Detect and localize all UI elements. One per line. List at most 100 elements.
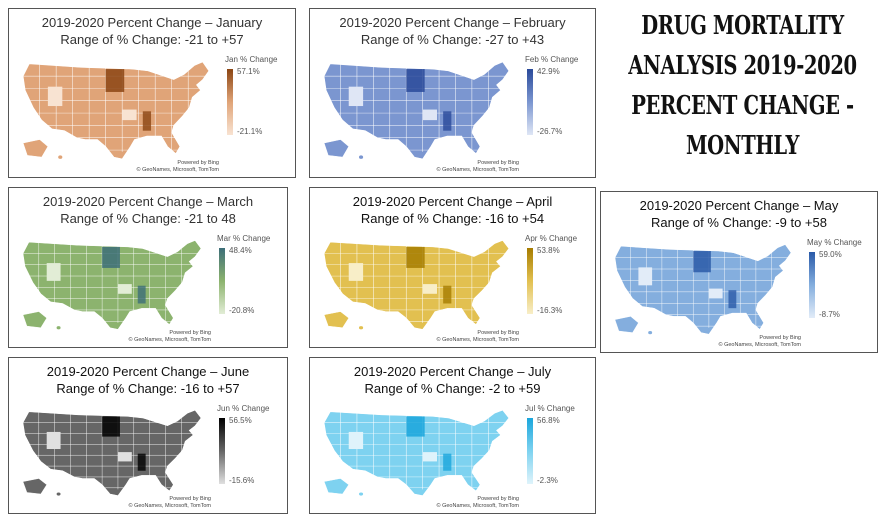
panel-subtitle: Range of % Change: -16 to +57 [56,381,240,396]
state-high [443,111,452,131]
main-title: DRUG MORTALITY ANALYSIS 2019-2020 PERCEN… [628,11,857,161]
legend-title: Mar % Change [217,234,271,243]
map-panel-may: 2019-2020 Percent Change – May Range of %… [600,191,878,353]
legend-max-label: 56.8% [537,416,560,425]
panel-title: 2019-2020 Percent Change – April Range of… [310,193,595,227]
hawaii-shape [56,326,61,330]
legend-min-label: -16.3% [537,306,563,315]
color-legend: May % Change 59.0% -8.7% [807,238,871,338]
legend-gradient-bar [809,252,815,318]
panel-title: 2019-2020 Percent Change – March Range of… [9,193,287,227]
us-choropleth-map [19,404,207,501]
hawaii-shape [56,492,61,496]
panel-title-line: 2019-2020 Percent Change – February [339,15,566,30]
panel-title: 2019-2020 Percent Change – July Range of … [310,363,595,397]
state-low [348,263,364,281]
legend-min-label: -20.8% [229,306,255,315]
legend-gradient-bar [219,418,225,484]
us-choropleth-map [19,234,207,335]
map-background [320,404,515,501]
state-high [728,290,737,309]
legend-gradient-bar [527,69,533,135]
panel-subtitle: Range of % Change: -21 to +57 [60,32,244,47]
map-background [611,238,797,340]
powered-by-bing: Powered by Bing [477,160,519,166]
state-high [142,111,152,131]
map-attribution: © GeoNames, Microsoft, TomTom [436,337,520,343]
panel-subtitle: Range of % Change: -27 to +43 [360,32,545,47]
state-low [122,109,137,121]
panel-title-line: 2019-2020 Percent Change – June [46,364,250,379]
panel-title: 2019-2020 Percent Change – June Range of … [9,363,287,397]
panel-subtitle: Range of % Change: -16 to +54 [360,211,545,226]
color-legend: Mar % Change 48.4% -20.8% [217,234,281,334]
legend-max-label: 57.1% [237,67,260,76]
map-credits: Powered by Bing © GeoNames, Microsoft, To… [137,160,220,174]
map-panel-january: 2019-2020 Percent Change – January Range … [8,8,296,178]
us-choropleth-map [320,55,515,165]
state-low [46,263,61,281]
legend-max-label: 48.4% [229,246,252,255]
legend-gradient-bar [219,248,225,314]
legend-max-label: 59.0% [819,250,842,259]
state-high [102,246,120,268]
map-credits: Powered by Bing © GeoNames, Microsoft, To… [437,160,520,174]
legend-title: Jun % Change [217,404,270,413]
alaska-shape [323,311,350,328]
map-credits: Powered by Bing © GeoNames, Microsoft, To… [437,330,520,344]
hawaii-shape [58,155,63,159]
legend-min-label: -26.7% [537,127,563,136]
state-low [422,284,437,294]
legend-min-label: -8.7% [819,310,840,319]
legend-title: Jul % Change [525,404,575,413]
map-panel-june: 2019-2020 Percent Change – June Range of … [8,357,288,514]
us-choropleth-map [19,55,215,165]
legend-gradient-bar [527,248,533,314]
legend-gradient-bar [527,418,533,484]
panel-title: 2019-2020 Percent Change – February Range… [310,14,595,48]
legend-min-label: -15.6% [229,476,255,485]
state-high [406,69,425,92]
alaska-shape [22,311,48,328]
alaska-shape [22,139,49,158]
hawaii-shape [359,492,364,496]
panel-subtitle: Range of % Change: -21 to 48 [60,211,236,226]
color-legend: Jan % Change 57.1% -21.1% [225,55,289,155]
us-choropleth-map [320,234,515,335]
state-low [117,284,132,294]
map-panel-february: 2019-2020 Percent Change – February Range… [309,8,596,178]
map-attribution: © GeoNames, Microsoft, TomTom [128,503,212,509]
map-panel-march: 2019-2020 Percent Change – March Range of… [8,187,288,348]
hawaii-shape [359,155,364,159]
alaska-shape [323,139,350,158]
panel-title-line: 2019-2020 Percent Change – May [639,198,839,213]
legend-title: May % Change [807,238,862,247]
color-legend: Apr % Change 53.8% -16.3% [525,234,589,334]
powered-by-bing: Powered by Bing [177,160,219,166]
panel-title-line: 2019-2020 Percent Change – July [353,364,552,379]
hawaii-shape [359,326,364,330]
map-attribution: © GeoNames, Microsoft, TomTom [136,167,220,173]
legend-title: Jan % Change [225,55,278,64]
state-low [422,109,437,121]
map-credits: Powered by Bing © GeoNames, Microsoft, To… [129,496,212,510]
powered-by-bing: Powered by Bing [759,335,801,341]
state-high [693,251,711,273]
legend-max-label: 53.8% [537,246,560,255]
map-credits: Powered by Bing © GeoNames, Microsoft, To… [129,330,212,344]
state-high [406,246,425,268]
panel-title-line: 2019-2020 Percent Change – April [352,194,553,209]
color-legend: Jul % Change 56.8% -2.3% [525,404,589,504]
legend-max-label: 42.9% [537,67,560,76]
alaska-shape [22,478,48,495]
color-legend: Jun % Change 56.5% -15.6% [217,404,281,504]
state-low [422,452,437,462]
hawaii-shape [648,331,653,335]
state-high [137,453,146,471]
state-high [105,69,125,92]
legend-title: Feb % Change [525,55,579,64]
map-attribution: © GeoNames, Microsoft, TomTom [718,342,802,348]
panel-subtitle: Range of % Change: -9 to +58 [651,215,827,230]
state-low [348,431,364,450]
state-low [47,86,63,107]
